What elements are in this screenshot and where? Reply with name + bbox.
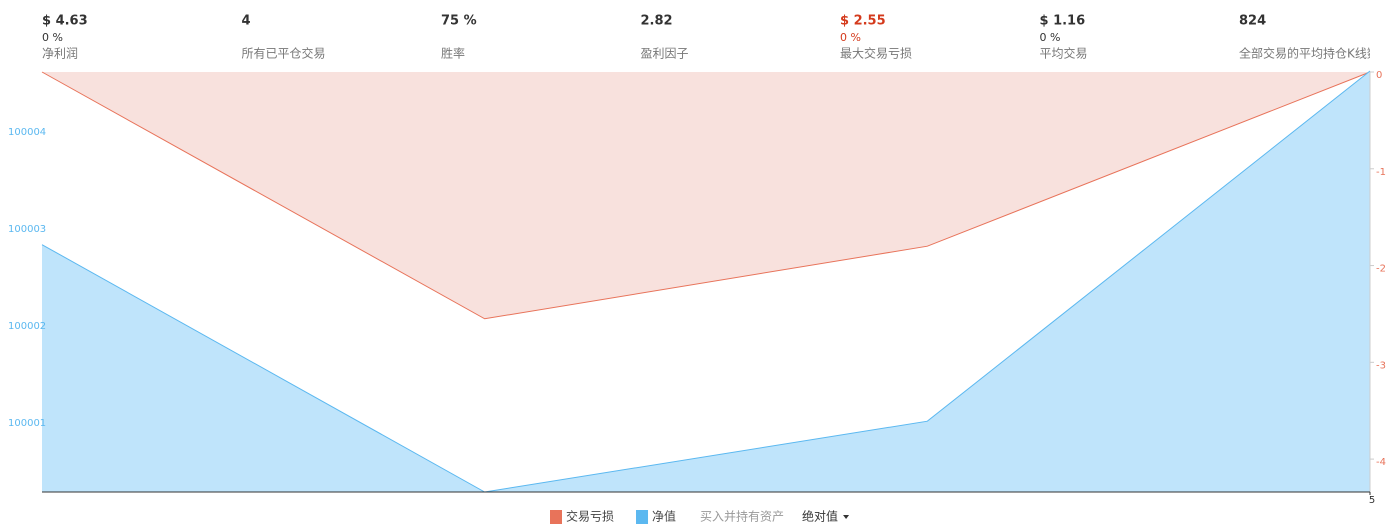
y2-tick-label: -2 <box>1376 264 1386 275</box>
stat-label: 所有已平仓交易 <box>242 46 326 61</box>
x-tick-label: 5 <box>1369 495 1375 506</box>
dropdown-arrow <box>843 515 850 519</box>
legend-label[interactable]: 交易亏损 <box>566 509 614 524</box>
series-line <box>41 70 1371 493</box>
stat-value: $ 1.16 <box>1040 14 1086 29</box>
y-tick-label: 100003 <box>8 224 46 235</box>
legend-swatch <box>550 510 562 524</box>
y2-tick-label: 0 <box>1376 70 1382 81</box>
area-fill <box>42 72 1370 319</box>
stat-label: 胜率 <box>441 46 465 61</box>
stat-label: 盈利因子 <box>641 47 689 61</box>
stat-label: 净利润 <box>42 47 78 61</box>
y-tick-label: 100002 <box>8 321 46 332</box>
area-fill <box>42 71 1370 492</box>
stat-label: 平均交易 <box>1040 46 1088 61</box>
stat-percent: 0 % <box>1040 31 1061 44</box>
buy-hold-toggle[interactable]: 买入并持有资产 <box>700 509 784 524</box>
stat-value: 2.82 <box>641 14 673 29</box>
stat-value: $ 4.63 <box>42 14 88 29</box>
stat-value: $ 2.55 <box>840 14 886 29</box>
mode-dropdown[interactable]: 绝对值 <box>802 509 838 524</box>
stat-value: 824 <box>1239 14 1266 29</box>
series-line <box>41 71 1371 320</box>
legend-label[interactable]: 净值 <box>652 509 676 524</box>
y-tick-label: 100004 <box>8 127 46 138</box>
stats: $ 4.63 0 % 净利润 4 所有已平仓交易 75 % 胜率 2.82 盈利因子 $ 2.55… <box>42 14 1379 61</box>
stat-percent: 0 % <box>42 31 63 44</box>
stat-value: 4 <box>242 14 251 29</box>
y2-tick-label: -3 <box>1376 360 1386 371</box>
y2-tick-label: -4 <box>1376 457 1386 468</box>
legend-swatch <box>636 510 649 524</box>
stat-value: 75 % <box>441 14 477 29</box>
y-tick-label: 100001 <box>8 418 46 429</box>
stat-label: 全部交易的平均持仓K线数 <box>1239 46 1379 61</box>
y2-tick-label: -1 <box>1376 167 1386 178</box>
stat-percent: 0 % <box>840 31 861 44</box>
stat-label: 最大交易亏损 <box>840 46 912 61</box>
